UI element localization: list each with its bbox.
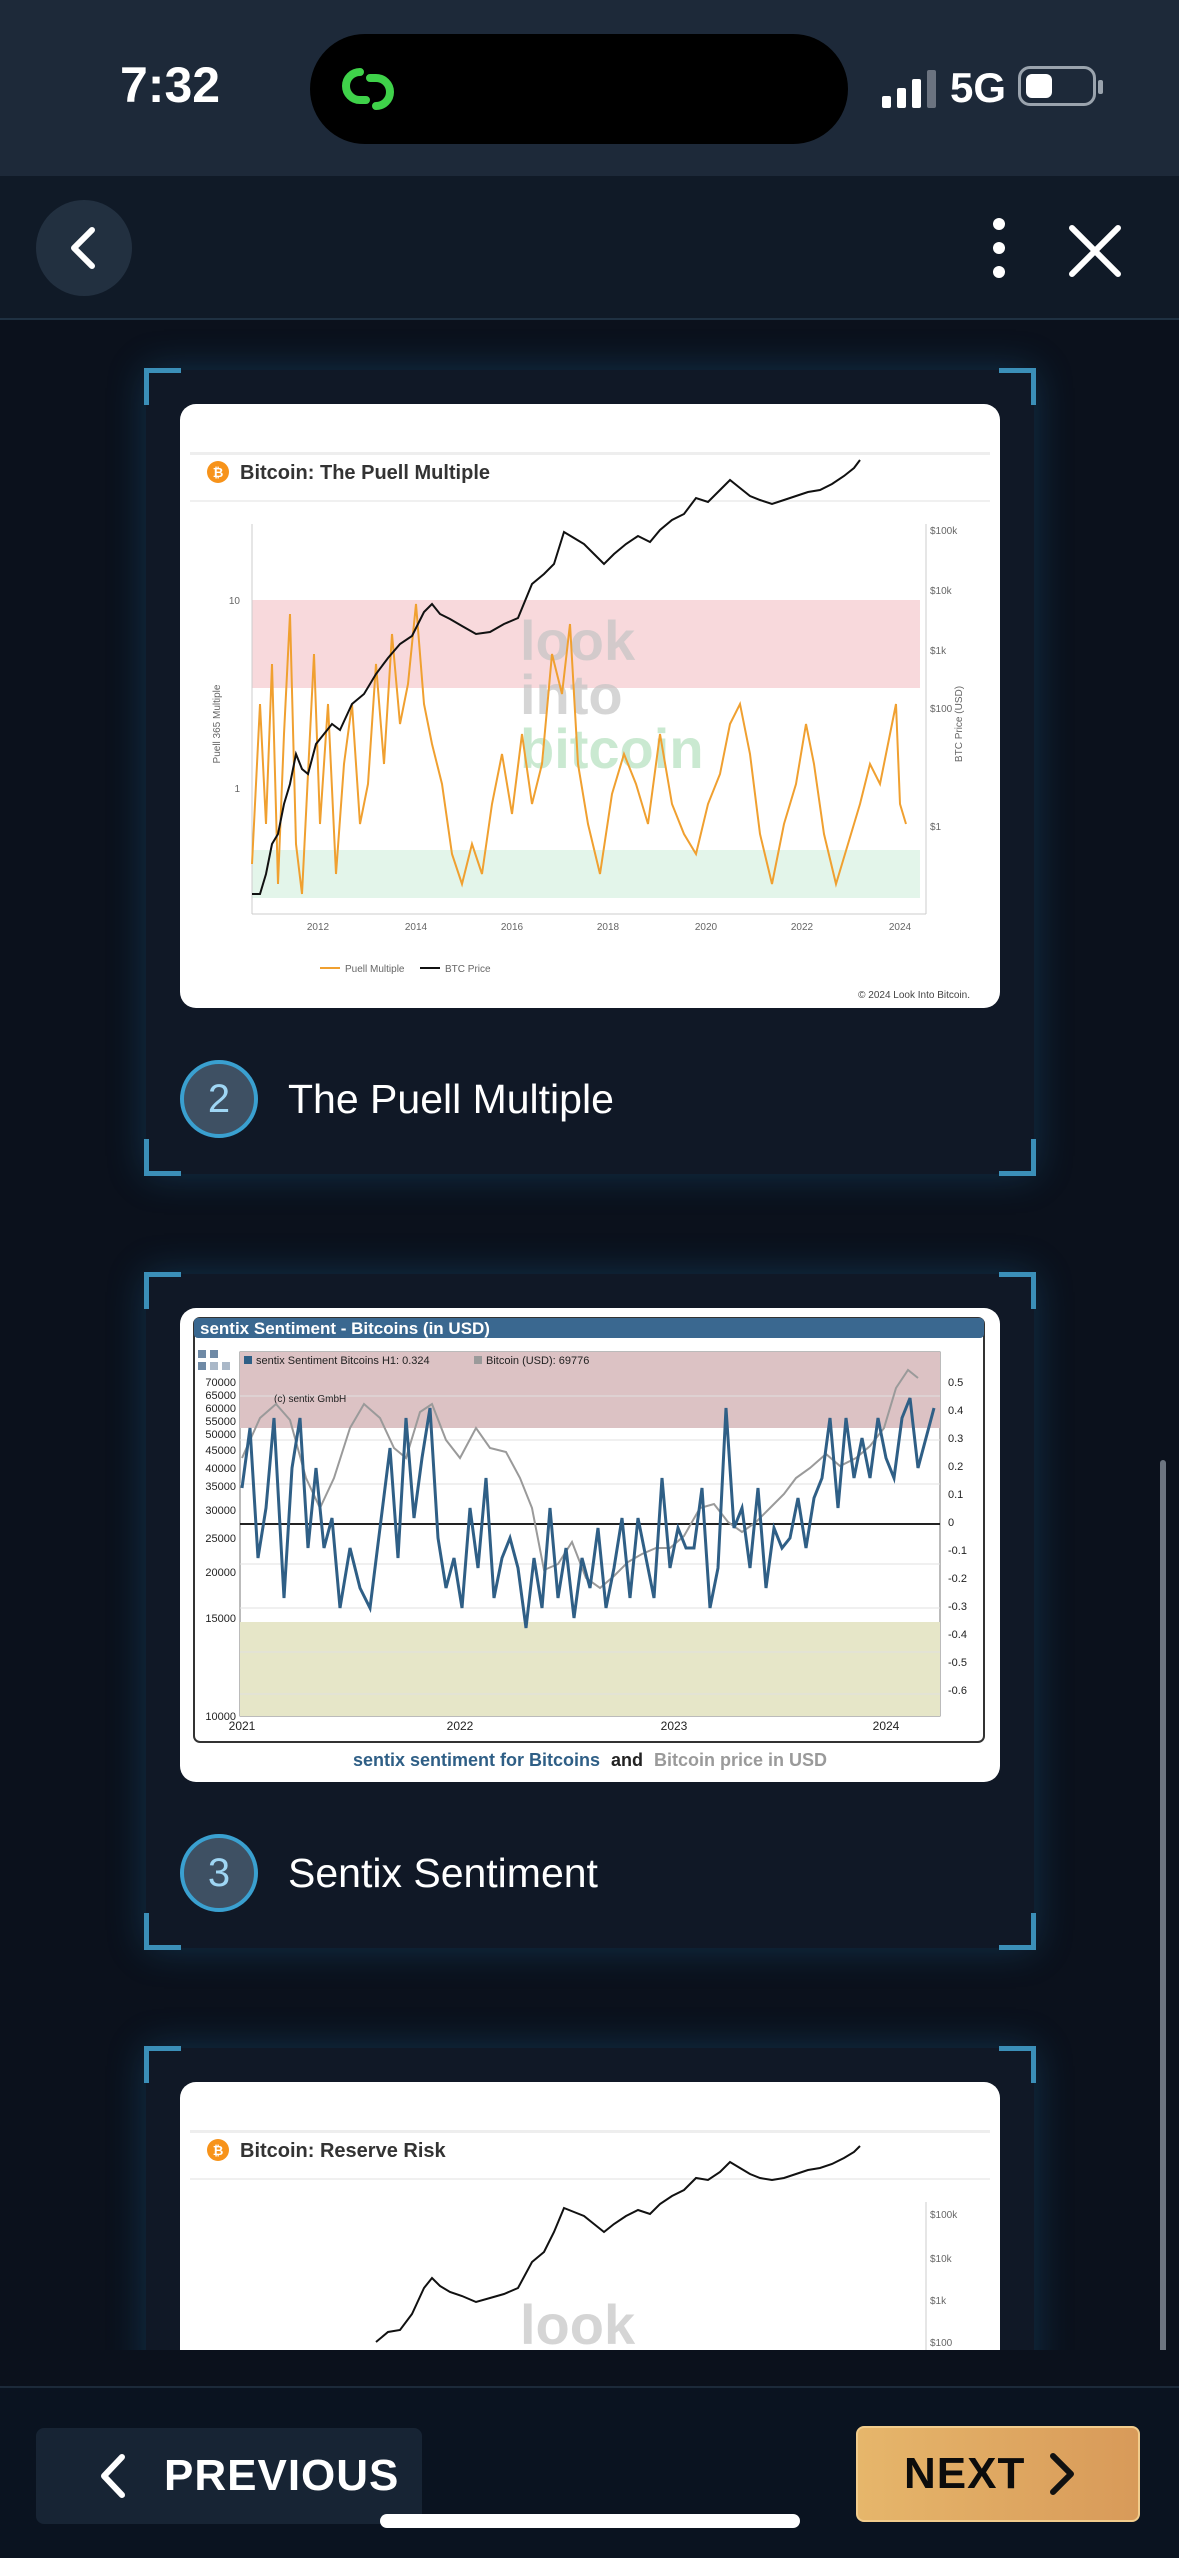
svg-text:25000: 25000 (205, 1533, 236, 1545)
back-button[interactable] (36, 200, 132, 296)
close-icon[interactable] (1064, 220, 1126, 282)
svg-text:$100k: $100k (930, 526, 958, 537)
svg-text:2024: 2024 (889, 922, 912, 933)
svg-text:0.3: 0.3 (948, 1433, 963, 1445)
svg-text:$100k: $100k (930, 2210, 958, 2221)
carousel-list[interactable]: ₿ Bitcoin: The Puell Multiple look into … (0, 320, 1179, 2350)
previous-label: PREVIOUS (164, 2451, 400, 2500)
svg-text:$100: $100 (930, 2338, 953, 2349)
svg-text:65000: 65000 (205, 1390, 236, 1402)
svg-text:© 2024 Look Into Bitcoin.: © 2024 Look Into Bitcoin. (858, 990, 970, 1001)
svg-text:$1k: $1k (930, 2296, 947, 2307)
svg-text:-0.3: -0.3 (948, 1601, 967, 1613)
svg-text:-0.6: -0.6 (948, 1685, 967, 1697)
scrollbar[interactable] (1160, 1460, 1166, 2350)
svg-text:$10k: $10k (930, 2254, 953, 2265)
svg-text:sentix Sentiment Bitcoins H1:: sentix Sentiment Bitcoins H1: 0.324 (256, 1355, 430, 1367)
svg-text:0: 0 (948, 1517, 954, 1529)
chart-header: Bitcoin: Reserve Risk (240, 2140, 447, 2162)
svg-text:(c) sentix GmbH: (c) sentix GmbH (274, 1394, 346, 1405)
svg-text:60000: 60000 (205, 1403, 236, 1415)
svg-text:₿: ₿ (213, 2143, 224, 2158)
svg-text:look: look (520, 609, 636, 672)
svg-text:2022: 2022 (791, 922, 814, 933)
signal-icon (882, 70, 936, 108)
svg-text:0.5: 0.5 (948, 1377, 963, 1389)
svg-text:50000: 50000 (205, 1429, 236, 1441)
svg-text:70000: 70000 (205, 1377, 236, 1389)
card-puell-multiple[interactable]: ₿ Bitcoin: The Puell Multiple look into … (144, 368, 1036, 1176)
svg-text:0.1: 0.1 (948, 1489, 963, 1501)
svg-text:sentix sentiment for Bitcoins: sentix sentiment for Bitcoins and Bitcoi… (353, 1750, 827, 1770)
svg-text:into: into (520, 663, 623, 726)
chevron-right-icon (1050, 2453, 1075, 2495)
svg-text:2024: 2024 (873, 1719, 900, 1733)
link-icon (342, 68, 394, 110)
chart-image-reserve-risk: ₿ Bitcoin: Reserve Risk $100k $10k $1k $… (180, 2082, 1000, 2350)
svg-text:45000: 45000 (205, 1445, 236, 1457)
svg-text:-0.1: -0.1 (948, 1545, 967, 1557)
svg-text:35000: 35000 (205, 1481, 236, 1493)
card-title: Sentix Sentiment (288, 1850, 598, 1896)
svg-text:₿: ₿ (213, 465, 224, 480)
previous-button[interactable]: PREVIOUS (36, 2428, 422, 2524)
battery-icon (1018, 66, 1103, 106)
next-label: NEXT (904, 2449, 1026, 2498)
svg-text:$100: $100 (930, 704, 953, 715)
chart-header: Bitcoin: The Puell Multiple (240, 462, 490, 484)
svg-text:-0.4: -0.4 (948, 1629, 967, 1641)
svg-text:30000: 30000 (205, 1505, 236, 1517)
home-indicator[interactable] (380, 2514, 800, 2528)
chevron-left-icon (101, 2454, 125, 2498)
status-bar: 7:32 5G (0, 0, 1179, 176)
chart-image-sentix: sentix Sentiment - Bitcoins (in USD) sen… (180, 1308, 1000, 1782)
bottom-nav-bar: PREVIOUS NEXT (0, 2386, 1179, 2558)
svg-text:Puell 365 Multiple: Puell 365 Multiple (212, 684, 223, 763)
svg-text:BTC Price (USD): BTC Price (USD) (954, 686, 965, 762)
svg-text:55000: 55000 (205, 1416, 236, 1428)
svg-text:40000: 40000 (205, 1463, 236, 1475)
svg-text:2016: 2016 (501, 922, 524, 933)
more-vertical-icon[interactable] (976, 216, 1022, 280)
chart-image-puell: ₿ Bitcoin: The Puell Multiple look into … (180, 404, 1000, 1008)
svg-text:15000: 15000 (205, 1613, 236, 1625)
svg-text:0.2: 0.2 (948, 1461, 963, 1473)
svg-text:$10k: $10k (930, 586, 953, 597)
top-nav-bar (0, 176, 1179, 320)
card-reserve-risk[interactable]: ₿ Bitcoin: Reserve Risk $100k $10k $1k $… (144, 2046, 1036, 2350)
dynamic-island (310, 34, 848, 144)
next-button[interactable]: NEXT (856, 2426, 1140, 2522)
back-chevron-icon (71, 227, 95, 269)
step-badge: 3 (180, 1834, 258, 1912)
svg-text:10000: 10000 (205, 1711, 236, 1723)
network-type: 5G (950, 64, 1007, 111)
step-badge: 2 (180, 1060, 258, 1138)
svg-text:look: look (520, 2293, 636, 2350)
svg-text:10: 10 (229, 596, 241, 607)
svg-text:2023: 2023 (661, 1719, 688, 1733)
svg-text:2022: 2022 (447, 1719, 474, 1733)
chart-header: sentix Sentiment - Bitcoins (in USD) (200, 1319, 490, 1338)
svg-text:2018: 2018 (597, 922, 620, 933)
svg-text:2020: 2020 (695, 922, 718, 933)
bitcoin-icon (207, 461, 229, 483)
svg-text:BTC Price: BTC Price (445, 964, 491, 975)
svg-text:Bitcoin (USD): 69776: Bitcoin (USD): 69776 (486, 1355, 589, 1367)
svg-text:Puell Multiple: Puell Multiple (345, 964, 405, 975)
svg-text:$1k: $1k (930, 646, 947, 657)
svg-text:2014: 2014 (405, 922, 428, 933)
status-time: 7:32 (120, 57, 221, 113)
svg-text:20000: 20000 (205, 1567, 236, 1579)
svg-text:-0.5: -0.5 (948, 1657, 967, 1669)
bitcoin-icon (207, 2139, 229, 2161)
svg-text:bitcoin: bitcoin (520, 717, 704, 780)
card-title: The Puell Multiple (288, 1076, 614, 1122)
svg-text:2021: 2021 (229, 1719, 256, 1733)
svg-text:1: 1 (234, 784, 240, 795)
svg-text:$1: $1 (930, 822, 942, 833)
svg-text:-0.2: -0.2 (948, 1573, 967, 1585)
card-sentix-sentiment[interactable]: sentix Sentiment - Bitcoins (in USD) sen… (144, 1272, 1036, 1950)
svg-text:2012: 2012 (307, 922, 330, 933)
svg-text:0.4: 0.4 (948, 1405, 963, 1417)
